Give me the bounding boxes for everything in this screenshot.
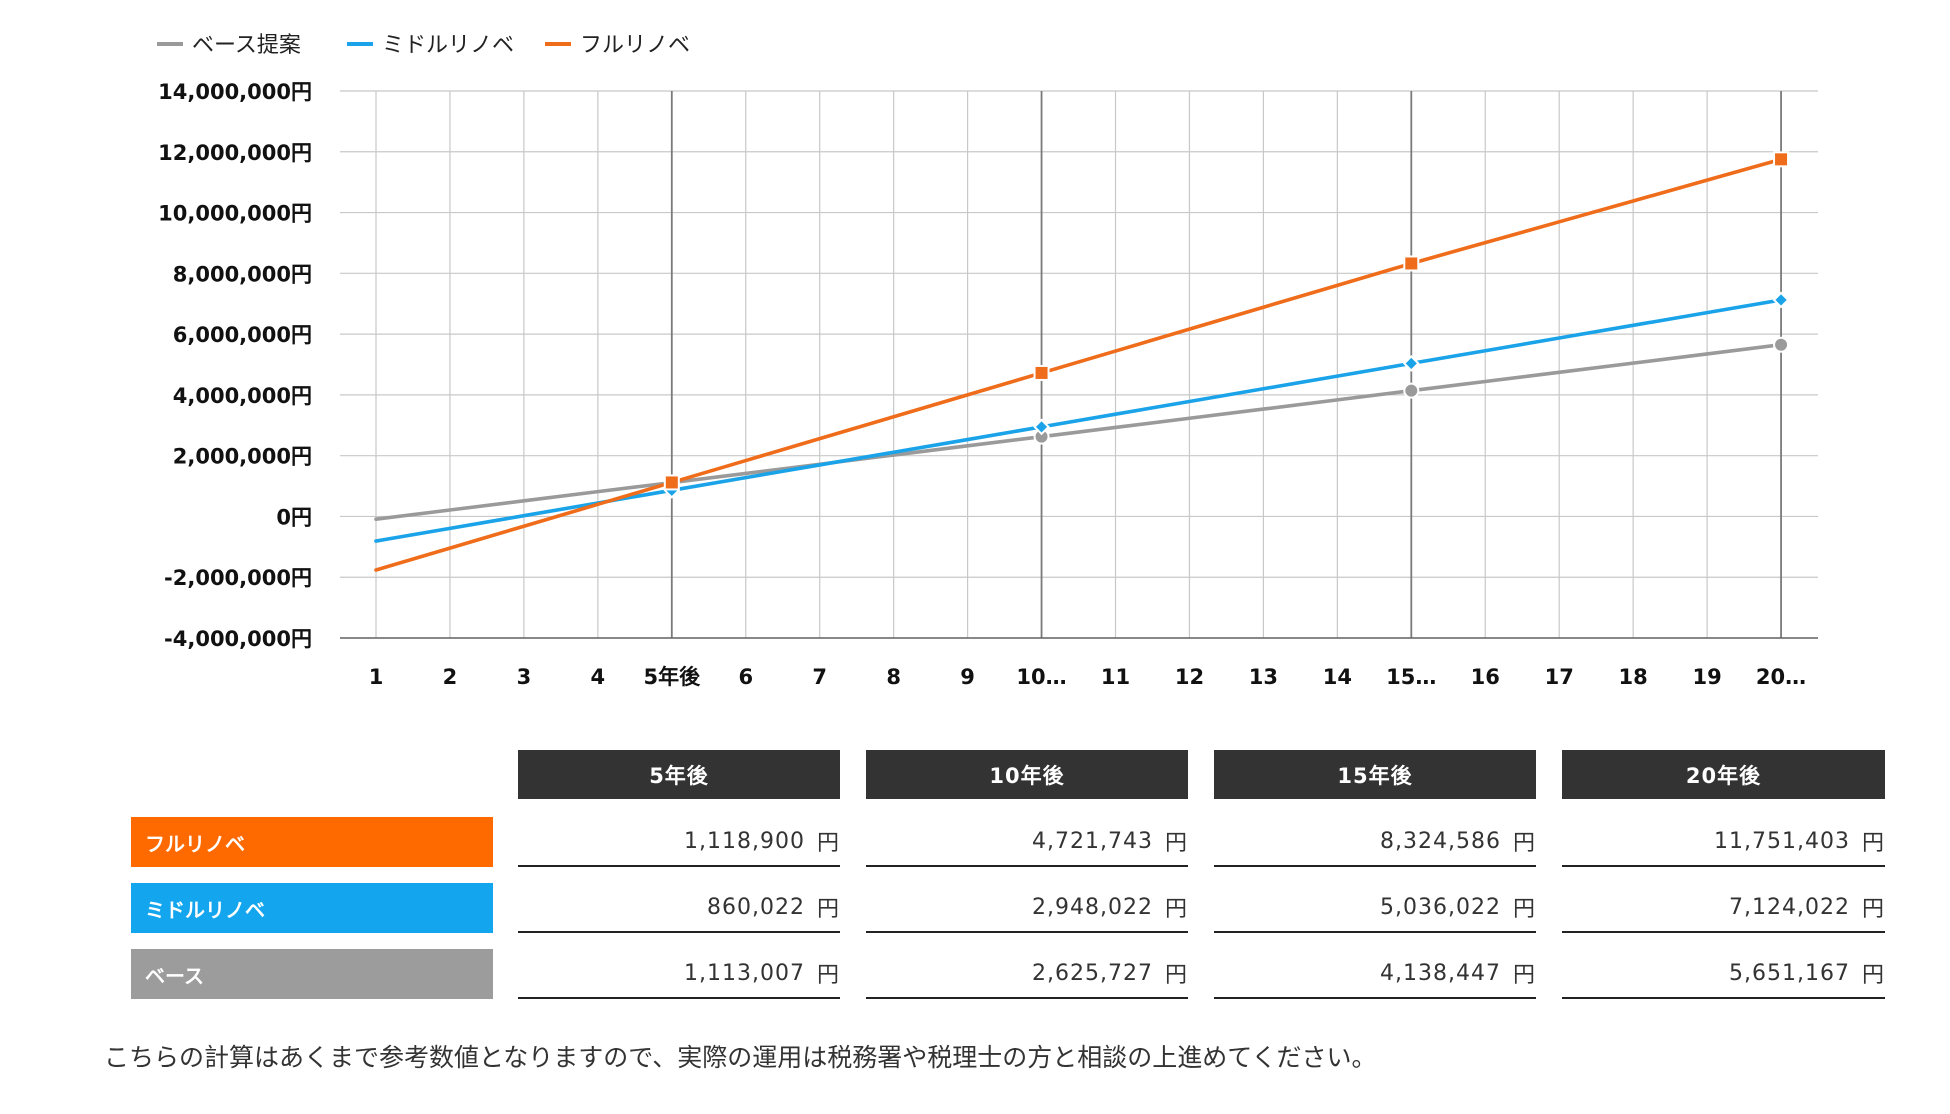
legend-label: ミドルリノベ [382,33,514,58]
x-axis: 1 2 3 4 5年後 6 7 8 9 10… 11 12 13 14 15… 16 17 18 19 20… [369,665,1806,689]
x-tick-label: 17 [1545,665,1574,689]
row-label-middle-renovation: ミドルリノベ [131,883,493,933]
row-label-full-renovation: フルリノベ [131,817,493,867]
cell-unit: 円 [816,831,840,856]
column-header-5y: 5年後 [518,750,840,799]
table-cell: 11,751,403 円 [1562,817,1885,867]
table-cell: 5,036,022 円 [1214,883,1536,933]
column-header-15y: 15年後 [1214,750,1536,799]
cell-unit: 円 [1164,963,1188,988]
y-tick-label: 12,000,000円 [158,141,312,165]
x-tick-label: 20… [1756,665,1806,689]
data-point [1402,354,1420,372]
data-point [1773,336,1790,353]
x-tick-label: 3 [517,665,532,689]
cell-value: 5,651,167 [1729,960,1850,986]
x-tick-label: 18 [1619,665,1648,689]
cell-value: 1,118,900 [684,828,805,854]
series-line-2 [374,157,1783,572]
x-tick-label: 14 [1323,665,1352,689]
cell-unit: 円 [816,897,840,922]
column-header-10y: 10年後 [866,750,1188,799]
data-point [1033,418,1050,436]
column-header-20y: 20年後 [1562,750,1885,799]
cell-unit: 円 [1512,897,1536,922]
cell-value: 8,324,586 [1380,828,1501,854]
row-label-base: ベース [131,949,493,999]
cell-value: 860,022 [707,894,805,920]
disclaimer-note: こちらの計算はあくまで参考数値となりますので、実際の運用は税務署や税理士の方と相… [104,1043,1377,1072]
chart-series [374,151,1790,572]
y-tick-label: 8,000,000円 [173,262,312,286]
x-tick-label: 7 [812,665,827,689]
y-tick-label: 4,000,000円 [173,384,312,408]
cell-unit: 円 [1861,897,1885,922]
table-cell: 2,948,022 円 [866,883,1188,933]
cell-unit: 円 [1512,831,1536,856]
data-point [1403,382,1420,399]
table-cell: 4,138,447 円 [1214,949,1536,999]
cell-value: 7,124,022 [1729,894,1850,920]
cell-unit: 円 [1861,963,1885,988]
x-tick-label: 13 [1249,665,1278,689]
y-tick-label: 14,000,000円 [158,80,312,104]
cell-value: 5,036,022 [1380,894,1501,920]
cell-value: 11,751,403 [1714,828,1850,854]
data-point [1403,255,1420,272]
chart-grid [340,90,1818,639]
x-tick-label: 5年後 [643,665,701,689]
table-cell: 8,324,586 円 [1214,817,1536,867]
y-tick-label: 0円 [276,505,312,529]
y-tick-label: -2,000,000円 [164,566,312,590]
x-tick-label: 4 [591,665,606,689]
cell-value: 2,948,022 [1032,894,1153,920]
x-tick-label: 10… [1016,665,1066,689]
cell-unit: 円 [1164,897,1188,922]
cell-unit: 円 [1861,831,1885,856]
cell-value: 2,625,727 [1032,960,1153,986]
line-chart: ベース提案 ミドルリノベ フルリノベ 14,000,000円12,000,000円1… [157,33,1818,689]
y-axis: 14,000,000円 12,000,000円 10,000,000円 8,000,0… [158,80,312,651]
x-tick-label: 19 [1692,665,1721,689]
x-tick-label: 12 [1175,665,1204,689]
y-tick-label: -4,000,000円 [164,627,312,651]
data-point [1772,291,1790,309]
data-point [1773,151,1790,168]
table-cell: 5,651,167 円 [1562,949,1885,999]
x-tick-label: 16 [1471,665,1500,689]
x-tick-label: 8 [886,665,901,689]
table-cell: 7,124,022 円 [1562,883,1885,933]
y-tick-label: 6,000,000円 [173,323,312,347]
cell-unit: 円 [1164,831,1188,856]
series-line-0 [374,342,1783,521]
table-cell: 2,625,727 円 [866,949,1188,999]
table-cell: 1,118,900 円 [518,817,840,867]
legend-label: フルリノベ [580,33,690,58]
x-tick-label: 9 [960,665,975,689]
cell-unit: 円 [816,963,840,988]
data-point [1033,364,1050,381]
x-tick-label: 2 [443,665,458,689]
cell-value: 4,138,447 [1380,960,1501,986]
table-cell: 4,721,743 円 [866,817,1188,867]
cell-value: 4,721,743 [1032,828,1153,854]
table-cell: 1,113,007 円 [518,949,840,999]
x-tick-label: 15… [1386,665,1436,689]
x-tick-label: 6 [738,665,753,689]
table-cell: 860,022 円 [518,883,840,933]
cell-value: 1,113,007 [684,960,805,986]
y-tick-label: 2,000,000円 [173,445,312,469]
legend-label: ベース提案 [192,33,301,58]
x-tick-label: 11 [1101,665,1130,689]
data-point [663,474,680,491]
series-line-1 [374,298,1783,543]
chart-legend: ベース提案 ミドルリノベ フルリノベ [157,33,690,58]
x-tick-label: 1 [369,665,384,689]
y-tick-label: 10,000,000円 [158,202,312,226]
cell-unit: 円 [1512,963,1536,988]
